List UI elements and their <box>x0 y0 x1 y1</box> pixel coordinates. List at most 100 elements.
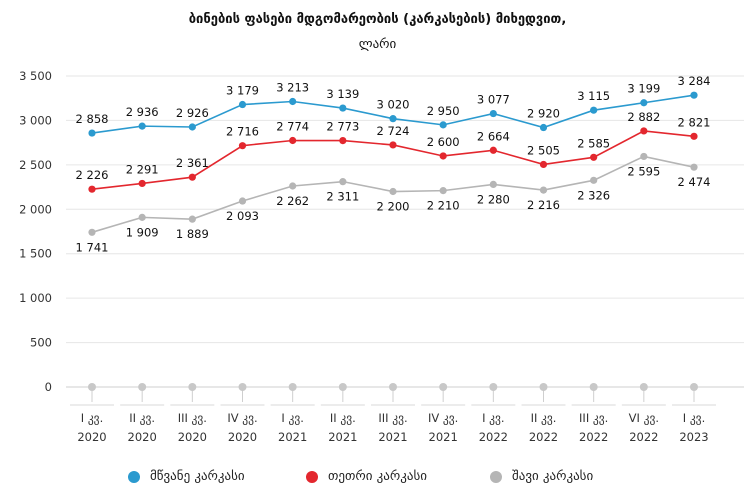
data-point <box>439 121 447 129</box>
zero-marker <box>288 383 297 391</box>
data-point <box>489 109 497 118</box>
x-tick-year-label: 2023 <box>679 430 708 444</box>
zero-marker <box>238 383 247 391</box>
data-label: 3 213 <box>276 81 309 95</box>
y-axis: 0 500 1 000 1 500 2 000 2 500 3 000 3 500 <box>19 69 52 394</box>
data-point <box>489 146 497 154</box>
x-tick-year-label: 2021 <box>328 430 357 444</box>
data-point <box>138 122 146 130</box>
data-label: 2 664 <box>477 129 510 143</box>
data-label: 2 950 <box>427 104 460 118</box>
data-label: 1 741 <box>76 240 109 254</box>
data-label: 2 936 <box>126 105 159 119</box>
legend-label-black: შავი კარკასი <box>512 469 594 484</box>
data-point <box>339 104 347 112</box>
legend-label-green: მწვანე კარკასი <box>150 469 245 484</box>
data-label: 3 077 <box>477 93 510 107</box>
data-point <box>640 127 648 135</box>
data-point <box>690 91 698 99</box>
legend-marker-white <box>306 470 318 483</box>
x-tick-year-label: 2020 <box>228 430 257 444</box>
data-label: 2 326 <box>577 188 610 202</box>
x-tick-year-label: 2021 <box>378 430 407 444</box>
zero-marker <box>690 383 698 391</box>
x-tick-label: VI კვ. <box>629 411 659 425</box>
data-label: 2 920 <box>527 107 560 121</box>
data-point <box>690 163 698 171</box>
data-point <box>188 215 196 223</box>
data-label: 2 882 <box>627 110 660 124</box>
data-label: 2 093 <box>226 209 259 223</box>
legend-item-black: შავი კარკასი <box>490 469 593 484</box>
y-tick-label: 2 500 <box>19 158 52 172</box>
x-tick-label: II კვ. <box>531 411 557 425</box>
data-point <box>489 180 497 189</box>
y-tick-label: 3 500 <box>19 69 52 83</box>
zero-marker <box>489 383 498 391</box>
x-tick-label: III კვ. <box>378 411 407 425</box>
data-point <box>539 123 548 132</box>
data-point <box>539 160 548 169</box>
x-tick-year-label: 2021 <box>429 430 458 444</box>
zero-marker <box>639 383 648 391</box>
y-tick-label: 0 <box>45 380 52 394</box>
data-label: 3 179 <box>226 84 259 98</box>
data-label: 2 474 <box>678 175 711 189</box>
data-label: 2 858 <box>76 112 109 126</box>
data-point <box>590 153 598 161</box>
data-point <box>289 182 297 190</box>
data-label: 2 216 <box>527 198 560 212</box>
legend-item-white: თეთრი კარკასი <box>306 469 427 484</box>
data-point <box>138 213 146 221</box>
data-label: 2 595 <box>627 164 660 178</box>
data-label: 2 724 <box>377 124 410 138</box>
x-tick-year-label: 2022 <box>579 430 608 444</box>
data-label: 3 020 <box>377 98 410 112</box>
x-tick-label: I კვ. <box>281 411 303 425</box>
x-tick-label: III კვ. <box>579 411 608 425</box>
y-tick-label: 500 <box>30 336 52 350</box>
legend-marker-green <box>128 470 140 483</box>
zero-marker <box>138 383 147 391</box>
data-label: 2 226 <box>76 168 109 182</box>
data-point <box>640 99 648 107</box>
x-tick-label: IV კვ. <box>428 411 458 425</box>
data-point <box>88 129 96 137</box>
data-point <box>439 187 447 195</box>
data-point <box>88 185 96 193</box>
zero-marker <box>539 383 548 391</box>
data-label: 2 821 <box>678 115 711 129</box>
data-point <box>138 179 146 188</box>
data-point <box>389 141 397 149</box>
data-point <box>539 186 548 194</box>
x-axis: I კვ. 2020 II კვ. 2020 III კვ. 2020 IV კვ. 2020… <box>70 383 716 444</box>
x-tick-year-label: 2021 <box>278 430 307 444</box>
x-tick-year-label: 2020 <box>128 430 157 444</box>
data-label: 2 600 <box>427 135 460 149</box>
data-point <box>640 152 648 161</box>
data-point <box>389 187 397 196</box>
data-label: 2 716 <box>226 125 259 139</box>
x-tick-label: I კვ. <box>482 411 504 425</box>
zero-marker <box>389 383 397 391</box>
data-label: 2 291 <box>126 162 159 176</box>
zero-marker <box>88 383 96 391</box>
data-label: 3 284 <box>678 74 711 88</box>
chart-subtitle: ლარი <box>358 37 397 52</box>
data-label: 2 262 <box>276 194 309 208</box>
y-tick-label: 2 000 <box>19 202 52 216</box>
legend-item-green: მწვანე კარკასი <box>128 469 245 484</box>
data-label: 2 773 <box>326 120 359 134</box>
zero-marker <box>188 383 197 391</box>
data-labels: 2 858 2 936 2 926 3 179 3 213 3 139 3 020 2 950… <box>76 74 711 254</box>
x-tick-year-label: 2022 <box>629 430 658 444</box>
zero-marker <box>338 383 347 391</box>
data-point <box>238 100 247 109</box>
data-label: 2 585 <box>577 136 610 150</box>
y-tick-label: 1 500 <box>19 247 52 261</box>
data-label: 3 199 <box>627 82 660 96</box>
data-point <box>238 142 247 150</box>
y-tick-label: 3 000 <box>19 113 52 127</box>
legend: მწვანე კარკასი თეთრი კარკასი შავი კარკას… <box>0 469 755 491</box>
